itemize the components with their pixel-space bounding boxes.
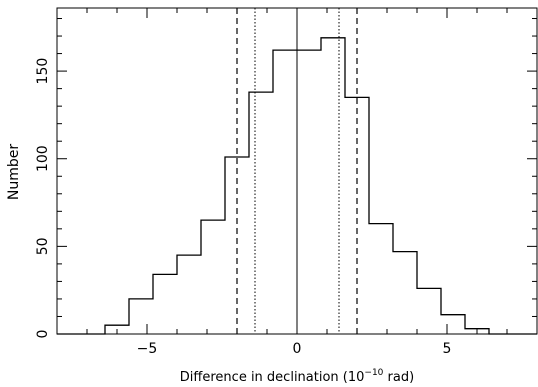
x-axis-label-exponent: −10 (364, 368, 383, 378)
x-tick-label: 5 (443, 341, 452, 357)
y-tick-label: 100 (35, 145, 51, 172)
y-tick-label: 50 (35, 237, 51, 255)
y-tick-label: 150 (35, 58, 51, 85)
x-axis-label-main: Difference in declination (10 (180, 370, 365, 385)
y-tick-label: 0 (35, 330, 51, 339)
x-tick-label: 0 (293, 341, 302, 357)
x-axis-label-end: rad) (383, 370, 414, 385)
y-axis-label: Number (6, 144, 22, 200)
x-axis-label: Difference in declination (10−10 rad) (180, 368, 414, 385)
left-histogram-series (57, 49, 297, 335)
x-tick-label: −5 (137, 341, 158, 357)
right-histogram-series (297, 37, 537, 335)
